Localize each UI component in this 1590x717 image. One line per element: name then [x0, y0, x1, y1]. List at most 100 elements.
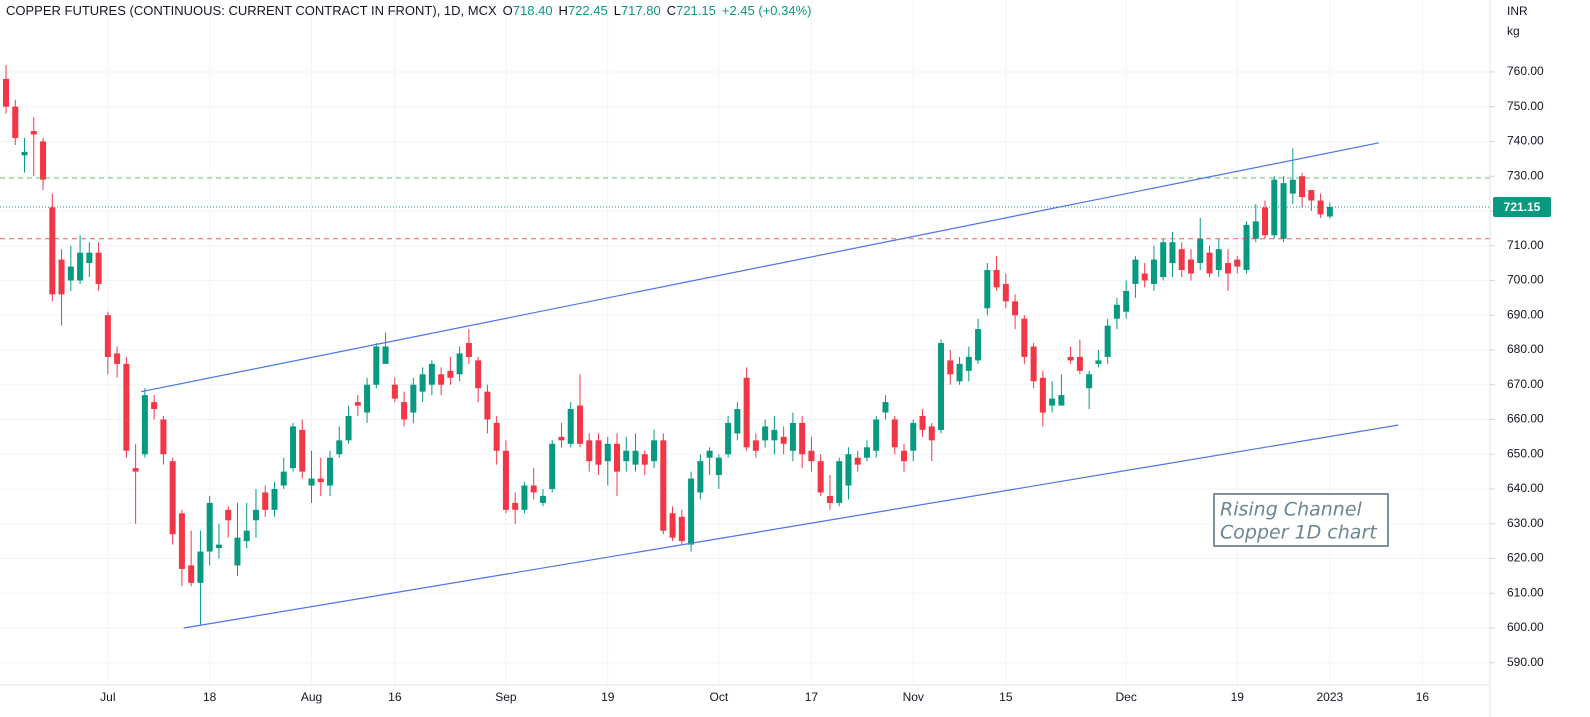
- candle-body: [512, 502, 519, 510]
- candle-body: [725, 422, 732, 455]
- y-tick-label: 660.00: [1507, 412, 1544, 426]
- candle-body: [845, 454, 852, 486]
- x-tick-label: Jul: [100, 690, 115, 704]
- x-tick-label: Nov: [903, 690, 924, 704]
- candle-body: [475, 360, 482, 389]
- candle-body: [373, 346, 380, 385]
- y-tick-label: 710.00: [1507, 238, 1544, 252]
- candle-body: [576, 405, 583, 444]
- candle-body: [1141, 273, 1148, 281]
- candle-body: [1150, 259, 1157, 284]
- candle-body: [447, 370, 454, 378]
- candle-body: [1039, 377, 1046, 413]
- candle-body: [1308, 190, 1315, 201]
- candle-body: [660, 440, 667, 531]
- candle-body: [114, 353, 121, 364]
- candle-body: [947, 360, 954, 375]
- candle-body: [215, 544, 222, 549]
- annotation-box: [1213, 493, 1389, 547]
- candle-body: [595, 440, 602, 465]
- y-tick-label: 650.00: [1507, 446, 1544, 460]
- candle-body: [938, 343, 945, 430]
- candle-body: [169, 461, 176, 535]
- y-tick-label: 750.00: [1507, 99, 1544, 113]
- candle-body: [197, 551, 204, 583]
- candle-body: [1317, 200, 1324, 215]
- candle-body: [206, 502, 213, 552]
- x-tick-label: 16: [1416, 690, 1430, 704]
- y-tick-label: 600.00: [1507, 620, 1544, 634]
- candle-body: [1113, 304, 1120, 319]
- x-tick-label: 2023: [1316, 690, 1343, 704]
- candle-body: [1095, 360, 1102, 364]
- candle-body: [1169, 242, 1176, 264]
- candle-body: [1049, 398, 1056, 406]
- grid: [0, 0, 1490, 685]
- candle-body: [539, 495, 546, 503]
- candle-body: [623, 450, 630, 462]
- x-tick-label: Sep: [495, 690, 517, 704]
- y-tick-label: 610.00: [1507, 585, 1544, 599]
- x-tick-label: 18: [203, 690, 217, 704]
- candle-body: [160, 419, 167, 455]
- candle-body: [299, 429, 306, 472]
- candle-body: [715, 457, 722, 476]
- candle-body: [1280, 183, 1287, 239]
- y-tick-label: 640.00: [1507, 481, 1544, 495]
- y-tick-label: 740.00: [1507, 134, 1544, 148]
- candle-body: [465, 343, 472, 357]
- candle-body: [734, 409, 741, 434]
- candle-body: [900, 450, 908, 462]
- candle-body: [151, 402, 158, 410]
- candle-body: [271, 488, 278, 510]
- candle-body: [641, 454, 648, 465]
- candle-body: [1104, 325, 1111, 357]
- last-price-label: 721.15: [1504, 200, 1541, 214]
- x-tick-label: 17: [805, 690, 819, 704]
- candle-body: [984, 270, 991, 309]
- ohlc-value: 718.40: [513, 3, 553, 18]
- candle-body: [438, 374, 445, 385]
- y-tick-label: 620.00: [1507, 551, 1544, 565]
- candle-body: [401, 402, 408, 420]
- candle-body: [132, 468, 139, 472]
- candle-body: [1160, 242, 1167, 277]
- candle-body: [493, 422, 500, 451]
- candle-body: [104, 315, 111, 357]
- candle-body: [382, 346, 389, 364]
- candle-body: [919, 416, 926, 430]
- candle-body: [1289, 179, 1296, 194]
- candle-body: [762, 426, 769, 441]
- candle-body: [234, 537, 241, 566]
- change: +2.45 (+0.34%): [722, 3, 812, 18]
- ohlc-label: L: [614, 3, 621, 18]
- currency: INR: [1507, 4, 1528, 18]
- candle-body: [308, 478, 315, 486]
- y-tick-label: 700.00: [1507, 273, 1544, 287]
- ohlc-label: H: [559, 3, 568, 18]
- candle-body: [549, 443, 556, 489]
- candle-body: [808, 450, 815, 462]
- candle-body: [558, 436, 565, 441]
- candle-body: [780, 436, 787, 444]
- y-tick-label: 730.00: [1507, 168, 1544, 182]
- candle-body: [336, 440, 343, 455]
- annotation-text: Rising Channel: [1220, 499, 1363, 521]
- candle-body: [58, 259, 65, 295]
- x-tick-label: 19: [1231, 690, 1245, 704]
- trend-line: [141, 142, 1380, 393]
- candle-body: [826, 495, 833, 503]
- ohlc-value: 721.15: [676, 3, 716, 18]
- candle-body: [364, 384, 371, 413]
- candle-body: [632, 450, 639, 465]
- ohlc-label: O: [503, 3, 513, 18]
- candle-body: [1252, 221, 1259, 239]
- candle-body: [327, 457, 334, 486]
- chart-header: COPPER FUTURES (CONTINUOUS: CURRENT CONT…: [6, 3, 811, 18]
- candle-body: [965, 356, 972, 371]
- candle-body: [651, 440, 658, 462]
- candle-body: [243, 530, 250, 542]
- candle-body: [225, 509, 232, 521]
- y-tick-label: 680.00: [1507, 342, 1544, 356]
